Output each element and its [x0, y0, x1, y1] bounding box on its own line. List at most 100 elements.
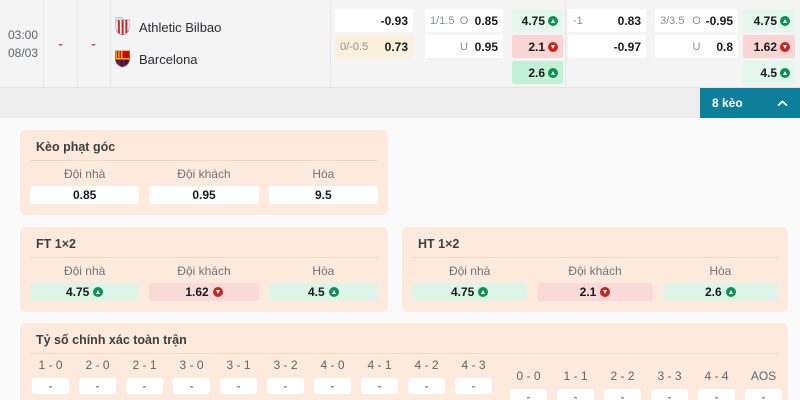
score-odds-cell[interactable]: -: [173, 378, 210, 394]
score-odds-cell[interactable]: -: [220, 378, 257, 394]
score-column-header: 3 - 0: [179, 358, 204, 372]
odds-value: 2.6: [528, 65, 545, 80]
corner-away-odds[interactable]: 0.95: [149, 186, 259, 204]
score-column-header: 2 - 0: [85, 358, 110, 372]
score-odds-cell[interactable]: -: [267, 378, 304, 394]
section-title: Kèo phạt góc: [36, 140, 116, 154]
score-column: 3 - 2 - -: [267, 359, 304, 400]
score-odds-cell[interactable]: -: [455, 378, 492, 394]
section-divider: [30, 160, 378, 161]
column-divider: [565, 0, 566, 87]
section-title: Tỷ số chính xác toàn trận: [36, 333, 187, 347]
odds-up-icon: [548, 15, 558, 26]
score-column: AOS -: [745, 370, 782, 400]
under-label: U: [460, 40, 468, 53]
score-column: 2 - 2 -: [604, 370, 641, 400]
odds-g2-1x2-home[interactable]: 4.75: [743, 9, 795, 32]
more-bets-button[interactable]: 8 kèo: [700, 88, 800, 118]
odds-down-icon: [212, 287, 223, 297]
odds-value: 1.62: [185, 285, 209, 299]
score-odds-cell[interactable]: -: [32, 378, 69, 394]
score-odds-cell[interactable]: -: [604, 389, 641, 400]
odds-g2-total-under[interactable]: U 0.8: [655, 35, 738, 58]
odds-down-icon: [600, 287, 611, 297]
odds-value: 4.5: [307, 285, 325, 299]
section-divider: [30, 257, 378, 258]
odds-value: 0.83: [617, 13, 641, 28]
score-column-header: 3 - 1: [226, 358, 251, 372]
odds-up-icon: [548, 67, 558, 78]
over-label: O: [692, 14, 701, 27]
score-column-header: 3 - 2: [273, 358, 298, 372]
score-column-header: 1 - 1: [563, 369, 588, 383]
column-divider: [43, 0, 44, 87]
score-column: 4 - 4 -: [698, 370, 735, 400]
score-odds-cell[interactable]: -: [557, 389, 594, 400]
odds-g2-1x2-draw[interactable]: 4.5: [743, 61, 795, 84]
odds-g1-total-over[interactable]: 1/1.5 O 0.85: [425, 9, 503, 32]
away-team-name: Barcelona: [139, 52, 198, 67]
kickoff-time: 03:00: [8, 27, 39, 42]
odds-value: 0.95: [474, 39, 498, 54]
score-odds-cell[interactable]: -: [510, 389, 547, 400]
score-odds-cell[interactable]: -: [79, 378, 116, 394]
score-odds-cell[interactable]: -: [314, 378, 351, 394]
odds-g1-handicap-row1[interactable]: -0.93: [335, 9, 413, 32]
odds-g1-handicap-row2[interactable]: 0/-0.5 0.73: [335, 35, 413, 58]
score-column: 3 - 0 - -: [173, 359, 210, 400]
odds-g2-handicap-row2[interactable]: -0.97: [568, 35, 646, 58]
score-odds-cell[interactable]: -: [651, 389, 688, 400]
score-column-header: 4 - 2: [414, 358, 439, 372]
score-column: 4 - 0 - -: [314, 359, 351, 400]
kickoff-date: 08/03: [8, 45, 39, 60]
odds-down-icon: [548, 41, 558, 52]
score-odds-cell[interactable]: -: [745, 389, 782, 400]
odds-value: -0.93: [380, 13, 408, 28]
odds-g2-1x2-away[interactable]: 1.62: [743, 35, 795, 58]
away-score: -: [91, 36, 96, 51]
score-column: 2 - 1 - -: [126, 359, 163, 400]
home-column-header: Đội nhà: [63, 264, 106, 278]
ht-away-odds[interactable]: 2.1: [537, 283, 653, 301]
odds-up-icon: [478, 287, 489, 297]
teams-block: Athletic Bilbao: [114, 0, 221, 87]
score-odds-cell[interactable]: -: [126, 378, 163, 394]
ht-home-odds[interactable]: 4.75: [412, 283, 528, 301]
draw-column-header: Hòa: [312, 264, 335, 278]
odds-value: 1.62: [753, 39, 777, 54]
draw-column-header: Hòa: [709, 264, 732, 278]
odds-up-icon: [780, 67, 790, 78]
odds-g1-1x2-draw[interactable]: 2.6: [512, 61, 563, 84]
odds-g2-handicap-row1[interactable]: -1 0.83: [568, 9, 646, 32]
score-odds-cell[interactable]: -: [361, 378, 398, 394]
ft-draw-odds[interactable]: 4.5: [268, 283, 378, 301]
odds-g1-1x2-home[interactable]: 4.75: [512, 9, 563, 32]
score-column-header: 2 - 1: [132, 358, 157, 372]
odds-value: 2.1: [528, 39, 545, 54]
ft-away-odds[interactable]: 1.62: [149, 283, 259, 301]
score-column-header: AOS: [750, 369, 777, 383]
odds-g1-total-under[interactable]: U 0.95: [425, 35, 503, 58]
total-line: 3/3.5: [660, 14, 685, 27]
ht-draw-odds[interactable]: 2.6: [662, 283, 778, 301]
score-odds-cell[interactable]: -: [698, 389, 735, 400]
draw-column-header: Hòa: [312, 167, 335, 181]
odds-g2-total-over[interactable]: 3/3.5 O -0.95: [655, 9, 738, 32]
score-odds-cell[interactable]: -: [408, 378, 445, 394]
section-title: FT 1×2: [36, 237, 76, 251]
home-team[interactable]: Athletic Bilbao: [114, 16, 221, 39]
draw-scores-group: 0 - 0 - 1 - 1 - 2 - 2 -: [510, 370, 782, 400]
away-team[interactable]: Barcelona: [114, 49, 221, 71]
odds-value: 4.75: [65, 285, 90, 299]
corner-draw-odds[interactable]: 9.5: [268, 186, 378, 204]
away-team-logo-icon: [114, 49, 131, 71]
score-column: 0 - 0 -: [510, 370, 547, 400]
corner-home-odds[interactable]: 0.85: [30, 186, 140, 204]
away-column-header: Đội khách: [177, 264, 231, 278]
odds-value: 4.75: [521, 13, 545, 28]
odds-value: 4.75: [450, 285, 475, 299]
ft-home-odds[interactable]: 4.75: [30, 283, 140, 301]
odds-g1-1x2-away[interactable]: 2.1: [512, 35, 563, 58]
score-column-header: 0 - 0: [516, 369, 541, 383]
ft-1x2-section: FT 1×2 Đội nhà Đội khách Hòa 4.75 1.62: [20, 227, 388, 312]
